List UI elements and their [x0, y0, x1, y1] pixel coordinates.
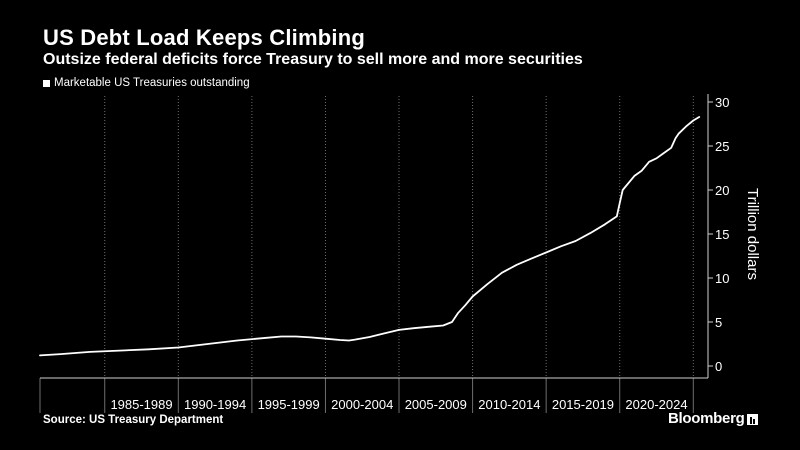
- x-tick-label: 2010-2014: [478, 397, 540, 412]
- x-tick-label: 2005-2009: [405, 397, 467, 412]
- y-tick-label: 0: [715, 359, 722, 374]
- legend-label: Marketable US Treasuries outstanding: [54, 77, 250, 89]
- legend-swatch: [43, 79, 50, 87]
- x-tick-label: 1995-1999: [258, 397, 320, 412]
- x-tick-label: 2000-2004: [331, 397, 393, 412]
- chart-title: US Debt Load Keeps Climbing: [43, 25, 365, 50]
- y-tick-label: 30: [715, 95, 729, 110]
- y-tick-label: 15: [715, 227, 729, 242]
- tick-labels: 1985-1989 1990-1994 1995-1999 2000-2004 2005…: [110, 95, 761, 412]
- y-axis-label: Trillion dollars: [744, 188, 761, 280]
- axes: [39, 94, 713, 413]
- brand-logo: Bloomberg: [668, 410, 759, 427]
- y-tick-label: 10: [715, 271, 729, 286]
- brand-name: Bloomberg: [668, 410, 745, 427]
- y-tick-label: 25: [715, 139, 729, 154]
- chart-subtitle: Outsize federal deficits force Treasury …: [43, 51, 583, 68]
- x-tick-label: 2015-2019: [552, 397, 614, 412]
- y-tick-label: 20: [715, 183, 729, 198]
- legend: Marketable US Treasuries outstanding: [43, 77, 250, 89]
- x-tick-label: 1990-1994: [184, 397, 246, 412]
- grid-lines: [104, 96, 694, 378]
- x-tick-label: 1985-1989: [110, 397, 172, 412]
- series-line-marketable-treasuries: [39, 116, 701, 357]
- series-layer: [39, 116, 701, 357]
- bloomberg-chart-icon: [747, 414, 759, 425]
- source-note: Source: US Treasury Department: [43, 414, 224, 426]
- x-tick-label: 2020-2024: [625, 397, 687, 412]
- y-tick-label: 5: [715, 315, 722, 330]
